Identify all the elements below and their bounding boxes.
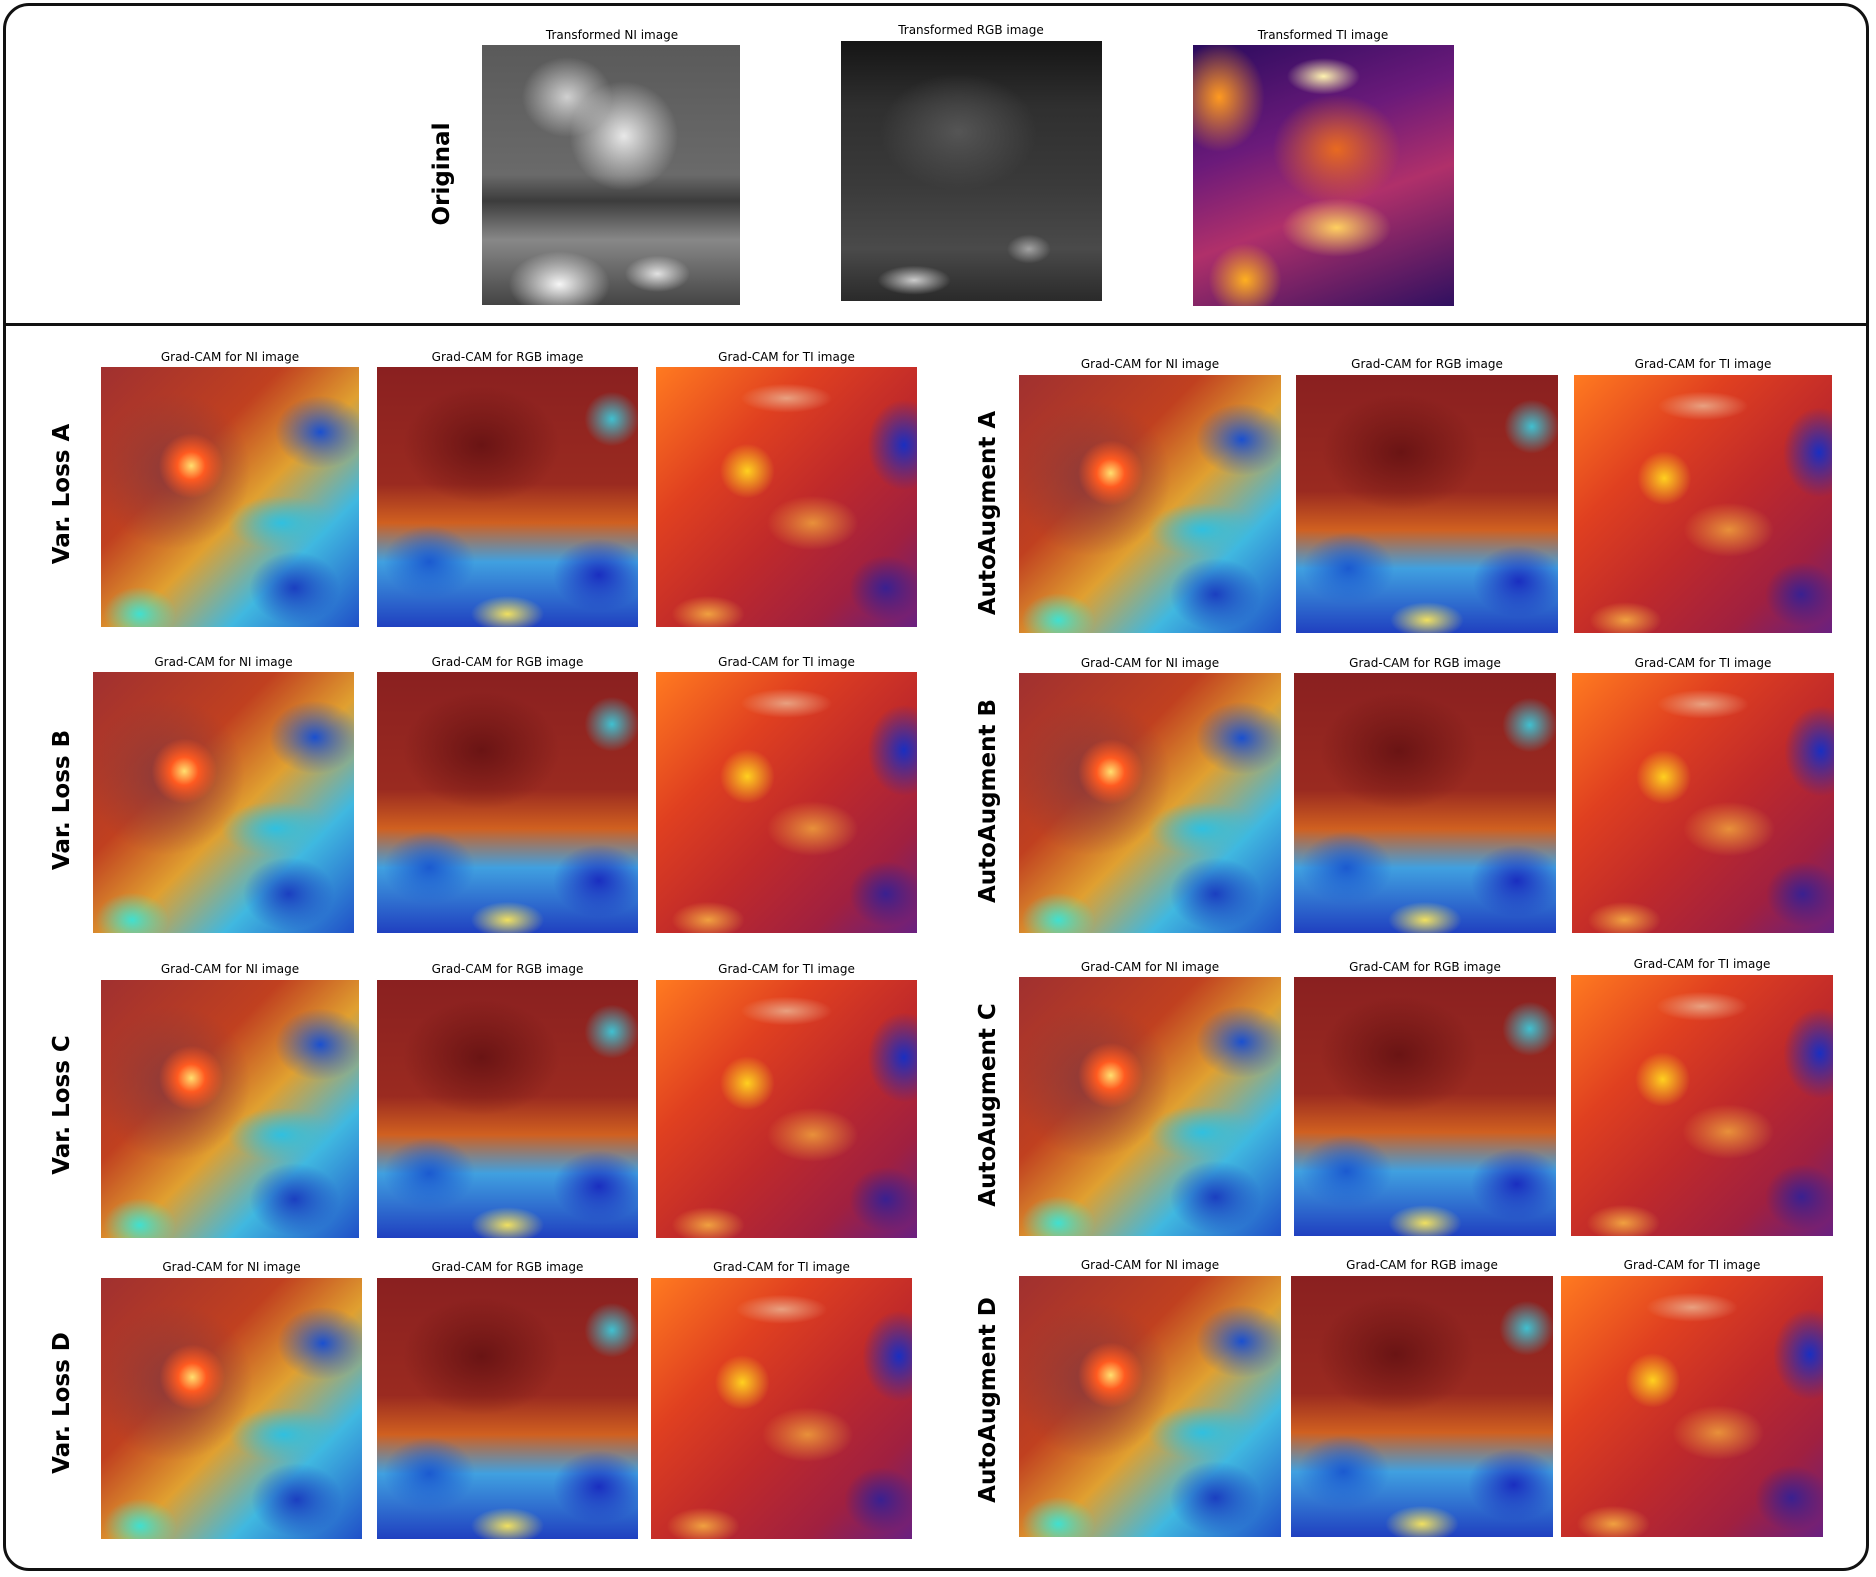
gradcam-ti-image <box>656 980 917 1238</box>
gradcam-ti-image <box>656 672 917 933</box>
gradcam-rgb-image <box>377 672 638 933</box>
caption-gradcam-ni: Grad-CAM for NI image <box>1080 357 1220 371</box>
figure-frame <box>3 3 1869 1571</box>
caption-transformed-ti: Transformed TI image <box>1257 28 1389 42</box>
gradcam-ni-image <box>101 1278 362 1539</box>
caption-gradcam-ni: Grad-CAM for NI image <box>1080 656 1220 670</box>
gradcam-rgb-image <box>377 980 638 1238</box>
caption-gradcam-rgb: Grad-CAM for RGB image <box>431 350 584 364</box>
transformed-ti-image <box>1193 45 1454 306</box>
row-label-autoaugment-d: AutoAugment D <box>975 1297 1001 1503</box>
gradcam-ti-image <box>656 367 917 627</box>
caption-gradcam-ti: Grad-CAM for TI image <box>1634 357 1772 371</box>
caption-gradcam-ni: Grad-CAM for NI image <box>1080 960 1220 974</box>
caption-gradcam-ni: Grad-CAM for NI image <box>1080 1258 1220 1272</box>
gradcam-ti-image <box>651 1278 912 1539</box>
caption-gradcam-rgb: Grad-CAM for RGB image <box>1349 656 1501 670</box>
row-label-original: Original <box>429 122 455 226</box>
caption-gradcam-rgb: Grad-CAM for RGB image <box>431 962 584 976</box>
caption-gradcam-ti: Grad-CAM for TI image <box>713 1260 850 1274</box>
row-label-autoaugment-c: AutoAugment C <box>975 1003 1001 1207</box>
gradcam-ni-image <box>93 672 354 933</box>
transformed-ni-image <box>482 45 740 305</box>
caption-gradcam-ti: Grad-CAM for TI image <box>718 962 855 976</box>
row-label-var-loss-b: Var. Loss B <box>49 729 75 871</box>
gradcam-ti-image <box>1574 375 1832 633</box>
caption-gradcam-ti: Grad-CAM for TI image <box>1634 656 1772 670</box>
caption-transformed-ni: Transformed NI image <box>545 28 679 42</box>
caption-gradcam-ti: Grad-CAM for TI image <box>718 655 855 669</box>
gradcam-ti-image <box>1561 1276 1823 1537</box>
row-label-var-loss-c: Var. Loss C <box>49 1035 75 1175</box>
row-label-autoaugment-a: AutoAugment A <box>975 410 1001 616</box>
section-divider <box>3 323 1869 326</box>
caption-gradcam-ti: Grad-CAM for TI image <box>1623 1258 1761 1272</box>
gradcam-ni-image <box>1019 977 1281 1236</box>
gradcam-rgb-image <box>377 367 638 627</box>
row-label-var-loss-a: Var. Loss A <box>49 423 75 565</box>
caption-gradcam-rgb: Grad-CAM for RGB image <box>431 1260 584 1274</box>
caption-gradcam-rgb: Grad-CAM for RGB image <box>431 655 584 669</box>
transformed-rgb-image <box>841 41 1102 301</box>
gradcam-ni-image <box>101 367 359 627</box>
gradcam-ni-image <box>1019 673 1281 933</box>
caption-gradcam-rgb: Grad-CAM for RGB image <box>1349 960 1501 974</box>
row-label-var-loss-d: Var. Loss D <box>49 1332 75 1474</box>
caption-gradcam-ti: Grad-CAM for TI image <box>718 350 855 364</box>
caption-gradcam-ni: Grad-CAM for NI image <box>162 1260 301 1274</box>
gradcam-rgb-image <box>1294 673 1556 933</box>
gradcam-rgb-image <box>1294 977 1556 1236</box>
caption-gradcam-ni: Grad-CAM for NI image <box>154 655 293 669</box>
gradcam-ti-image <box>1571 975 1833 1236</box>
gradcam-rgb-image <box>377 1278 638 1539</box>
gradcam-ti-image <box>1572 673 1834 933</box>
gradcam-rgb-image <box>1296 375 1558 633</box>
caption-gradcam-ni: Grad-CAM for NI image <box>160 962 300 976</box>
caption-gradcam-rgb: Grad-CAM for RGB image <box>1351 357 1503 371</box>
gradcam-ni-image <box>101 980 359 1238</box>
row-label-autoaugment-b: AutoAugment B <box>975 698 1001 904</box>
caption-transformed-rgb: Transformed RGB image <box>898 23 1044 37</box>
gradcam-ni-image <box>1019 375 1281 633</box>
gradcam-rgb-image <box>1291 1276 1553 1537</box>
caption-gradcam-ni: Grad-CAM for NI image <box>160 350 300 364</box>
caption-gradcam-rgb: Grad-CAM for RGB image <box>1346 1258 1498 1272</box>
caption-gradcam-ti: Grad-CAM for TI image <box>1633 957 1771 971</box>
gradcam-ni-image <box>1019 1276 1281 1537</box>
